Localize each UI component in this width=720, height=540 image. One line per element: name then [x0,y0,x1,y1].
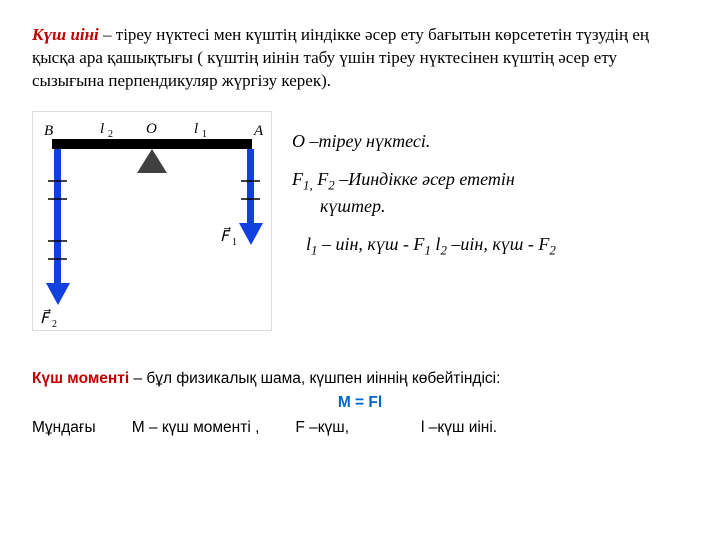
svg-text:1: 1 [202,129,207,140]
svg-text:F⃗: F⃗ [40,308,52,327]
svg-text:O: O [146,121,157,137]
moment-block: Күш моменті – бұл физикалық шама, күшпен… [32,368,688,439]
lever-diagram: B l 2 O l 1 A F⃗ 1 F⃗ 2 [32,111,272,338]
term-kush-iini: Күш иіні [32,25,99,44]
middle-row: B l 2 O l 1 A F⃗ 1 F⃗ 2 [32,111,688,338]
moment-formula: M = Fl [32,392,688,414]
svg-text:F⃗: F⃗ [220,226,232,245]
definition-block: Күш иіні – тіреу нүктесі мен күштің иінд… [32,24,688,93]
explanation-block: О –тіреу нүктесі. F1, F2 –Ииндікке әсер … [292,111,688,274]
moment-definition: Күш моменті – бұл физикалық шама, күшпен… [32,368,688,390]
explain-line-pivot: О –тіреу нүктесі. [292,129,688,153]
svg-text:B: B [44,123,53,139]
explain-line-forces: F1, F2 –Ииндікке әсер ететін күштер. [292,167,688,218]
svg-text:2: 2 [108,129,113,140]
term-kush-momenti: Күш моменті [32,370,129,387]
svg-text:l: l [194,121,198,137]
explain-line-arms: l1 – иін, күш - F1 l2 –иін, күш - F2 [292,232,688,259]
svg-text:A: A [253,123,264,139]
moment-variables: МұндағыM – күш моменті ,F –күш,l –күш иі… [32,417,688,439]
svg-text:2: 2 [52,319,57,330]
definition-text: – тіреу нүктесі мен күштің иіндікке әсер… [32,25,649,90]
svg-text:1: 1 [232,237,237,248]
svg-text:l: l [100,121,104,137]
